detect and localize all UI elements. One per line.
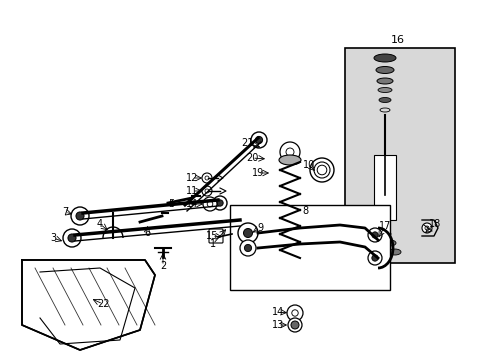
Circle shape [32,264,44,276]
Text: 19: 19 [251,168,264,178]
Circle shape [250,132,266,148]
Circle shape [280,142,299,162]
Circle shape [71,207,89,225]
Circle shape [202,186,212,196]
Text: 4: 4 [97,219,103,229]
Text: 1: 1 [209,239,216,249]
Text: 11: 11 [185,186,198,196]
Text: 14: 14 [185,199,198,209]
Text: 14: 14 [271,307,284,317]
Circle shape [421,223,431,233]
Ellipse shape [376,78,392,84]
Text: 3: 3 [50,233,56,243]
Circle shape [367,251,381,265]
Circle shape [213,196,226,210]
Text: 5: 5 [167,199,174,209]
Polygon shape [22,260,155,350]
Circle shape [371,232,377,238]
Text: 12: 12 [185,173,198,183]
Circle shape [234,214,251,232]
Circle shape [244,244,251,252]
Ellipse shape [378,98,390,103]
Bar [345,48,454,263]
Text: 7: 7 [62,207,68,217]
Ellipse shape [378,231,390,237]
Circle shape [240,240,256,256]
Circle shape [216,200,223,206]
Circle shape [367,228,381,242]
Circle shape [290,321,298,329]
Ellipse shape [373,54,395,62]
Circle shape [239,219,246,227]
Text: 8: 8 [301,206,307,216]
Text: 15: 15 [205,231,218,241]
Text: 16: 16 [390,35,404,45]
Text: 22: 22 [97,299,109,309]
Circle shape [243,229,252,238]
Ellipse shape [373,222,385,228]
Circle shape [132,264,143,276]
Circle shape [202,173,212,183]
Circle shape [287,318,302,332]
Ellipse shape [383,240,395,246]
Circle shape [76,212,84,220]
Text: 6: 6 [143,228,150,238]
Ellipse shape [375,67,393,73]
Circle shape [68,234,76,242]
Text: 10: 10 [302,160,314,170]
Ellipse shape [388,249,400,255]
Circle shape [309,158,333,182]
Circle shape [255,136,262,144]
Circle shape [238,223,258,243]
Text: 13: 13 [271,320,284,330]
Circle shape [63,229,81,247]
Circle shape [203,197,217,211]
Text: 21: 21 [240,138,253,148]
Bar [229,205,389,290]
Text: 18: 18 [428,219,440,229]
Circle shape [286,305,303,321]
Text: 17: 17 [378,221,390,231]
FancyBboxPatch shape [208,229,223,243]
Text: 2: 2 [160,261,166,271]
Circle shape [371,255,377,261]
Text: 20: 20 [245,153,258,163]
Ellipse shape [377,87,391,93]
Ellipse shape [279,155,301,165]
Text: 9: 9 [256,223,263,233]
Circle shape [46,294,58,306]
Circle shape [73,328,87,342]
Bar [373,155,395,220]
